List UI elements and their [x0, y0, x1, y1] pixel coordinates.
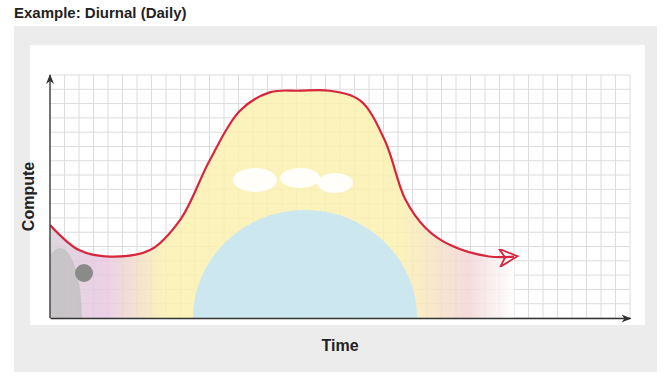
y-axis-title: Compute [20, 162, 37, 231]
line [50, 90, 514, 257]
grid-line-x [557, 75, 558, 318]
decorative-dot [75, 264, 93, 282]
chart: Example: Diurnal (Daily) Time Compute [0, 0, 667, 385]
decorative-cloud [233, 168, 277, 192]
grid-line-x [50, 75, 51, 318]
decorative-cloud [280, 168, 320, 188]
grid-line-x [543, 75, 544, 318]
grid-line-x [586, 75, 587, 318]
grid-line-x [630, 75, 631, 318]
x-axis-title: Time [321, 337, 358, 354]
grid-line-x [528, 75, 529, 318]
axis-line [49, 75, 50, 318]
grid-line-x [615, 75, 616, 318]
background [0, 0, 667, 385]
decorative-blob [50, 248, 82, 318]
decorative-blob [193, 210, 417, 318]
grid-line-x [601, 75, 602, 318]
x-axis [51, 318, 631, 320]
decorative-cloud [317, 173, 353, 193]
grid-line-x [572, 75, 573, 318]
panel [14, 26, 657, 372]
y-axis [50, 75, 51, 319]
title: Example: Diurnal (Daily) [14, 4, 187, 21]
axis-line [51, 318, 631, 319]
plot-area [50, 90, 514, 318]
grid-line-y [50, 89, 630, 90]
grid-line-y [50, 75, 630, 76]
